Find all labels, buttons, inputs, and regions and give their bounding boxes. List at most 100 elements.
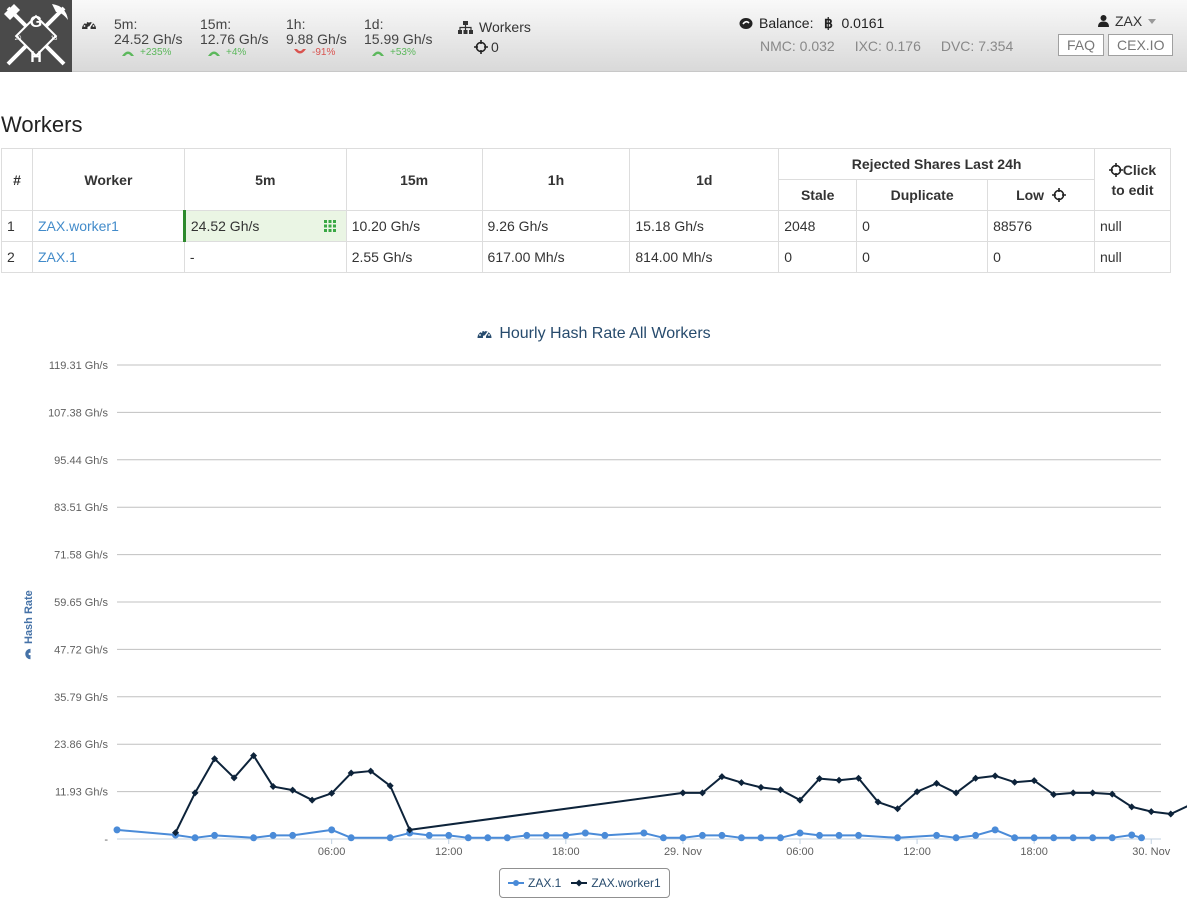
cell-edit[interactable]: null: [1093, 210, 1172, 242]
data-point: [991, 772, 999, 780]
trend-up-icon: [122, 51, 134, 56]
data-point: [269, 783, 277, 791]
data-point: [1069, 789, 1077, 797]
data-point: [933, 831, 941, 839]
data-point: [308, 796, 316, 804]
faq-button[interactable]: FAQ: [1058, 34, 1105, 56]
cexio-button[interactable]: CEX.IO: [1108, 34, 1174, 56]
top-bar: G H 20 13 5m: 24.52 Gh/s +235% 15m: 12.7…: [0, 0, 1187, 72]
data-point: [250, 752, 258, 760]
data-point: [757, 783, 765, 791]
legend-item-zax1[interactable]: ZAX.1: [508, 876, 561, 890]
page-title: Workers: [1, 112, 83, 137]
cell-5m[interactable]: 24.52 Gh/s: [182, 210, 347, 242]
data-point: [503, 834, 511, 842]
x-tick-label: 29. Nov: [664, 846, 702, 858]
data-point: [972, 774, 980, 782]
x-tick-label: 18:00: [1020, 846, 1048, 858]
data-point: [659, 834, 667, 842]
legend-label: ZAX.1: [528, 876, 562, 890]
workers-summary[interactable]: Workers 0: [458, 18, 531, 55]
bitcoin-icon: ฿: [824, 16, 833, 30]
legend-item-zax-worker1[interactable]: ZAX.worker1: [571, 876, 661, 890]
y-tick-label: 83.51 Gh/s: [54, 502, 108, 514]
data-point: [698, 789, 706, 797]
worker-link[interactable]: ZAX.worker1: [37, 218, 119, 234]
data-point: [640, 829, 648, 837]
cell-15m: 2.55 Gh/s: [345, 241, 483, 273]
col-header-low[interactable]: Low: [987, 179, 1095, 211]
data-point: [1137, 834, 1145, 842]
data-point: [952, 789, 960, 797]
data-point: [1011, 778, 1019, 786]
data-point: [894, 834, 902, 842]
col-header-rejected: Rejected Shares Last 24h: [778, 148, 1095, 180]
data-point: [816, 775, 824, 783]
col-header-1d[interactable]: 1d: [629, 148, 780, 211]
stat-change: -91%: [286, 47, 347, 59]
stat-1h: 1h: 9.88 Gh/s -91%: [286, 17, 347, 59]
data-point: [562, 831, 570, 839]
data-point: [113, 826, 121, 834]
data-point: [289, 831, 297, 839]
col-header-edit[interactable]: Click to edit: [1093, 148, 1172, 211]
data-point: [211, 831, 219, 839]
data-point: [601, 831, 609, 839]
user-menu[interactable]: ZAX: [1098, 13, 1157, 29]
cell-1d: 814.00 Mh/s: [629, 241, 780, 273]
logo[interactable]: G H 20 13: [0, 0, 72, 72]
data-point: [386, 782, 394, 790]
data-point: [796, 829, 804, 837]
cell-5m: -: [183, 241, 347, 273]
data-point: [250, 834, 258, 842]
table-row: 1 ZAX.worker1 24.52 Gh/s 10.20 Gh/s 9.26…: [1, 210, 1172, 242]
crosshairs-icon: [1108, 162, 1123, 177]
data-point: [855, 831, 863, 839]
y-tick-label: 11.93 Gh/s: [55, 787, 108, 799]
data-point: [1128, 831, 1136, 839]
col-header-15m[interactable]: 15m: [345, 148, 483, 211]
workers-table: # Worker 5m 15m 1h 1d Rejected Shares La…: [1, 148, 1172, 273]
data-point: [211, 755, 219, 763]
col-header-duplicate[interactable]: Duplicate: [856, 179, 989, 211]
data-point: [679, 834, 687, 842]
data-point: [972, 831, 980, 839]
logo-letter-bottom: H: [30, 49, 42, 66]
worker-link[interactable]: ZAX.1: [37, 249, 77, 265]
cell-low: 0: [987, 241, 1095, 273]
data-point: [347, 769, 355, 777]
data-point: [1108, 790, 1116, 798]
data-point: [835, 831, 843, 839]
x-tick-label: 18:00: [552, 846, 580, 858]
data-point: [191, 834, 199, 842]
data-point: [1069, 834, 1077, 842]
cell-duplicate: 0: [856, 210, 989, 242]
col-header-num: #: [1, 148, 33, 211]
col-header-5m[interactable]: 5m: [183, 148, 347, 211]
data-point: [835, 776, 843, 784]
cell-worker: ZAX.1: [31, 241, 185, 273]
data-point: [698, 831, 706, 839]
x-tick-label: 30. Nov: [1132, 846, 1170, 858]
trend-down-icon: [294, 49, 306, 54]
cell-edit[interactable]: null: [1093, 241, 1172, 273]
data-point: [191, 789, 199, 797]
stat-label: 1h:: [286, 16, 306, 32]
cell-1h: 9.26 Gh/s: [481, 210, 631, 242]
x-tick-label: 12:00: [903, 846, 931, 858]
x-tick-label: 06:00: [318, 846, 346, 858]
cell-duplicate: 0: [856, 241, 989, 273]
x-tick-label: 06:00: [786, 846, 814, 858]
y-tick-label: 47.72 Gh/s: [54, 644, 108, 656]
col-header-worker[interactable]: Worker: [31, 148, 185, 211]
grid-icon[interactable]: [323, 220, 336, 232]
cell-stale: 2048: [778, 210, 858, 242]
data-point: [1011, 834, 1019, 842]
chart-legend: ZAX.1 ZAX.worker1: [499, 868, 670, 898]
stat-1d: 1d: 15.99 Gh/s +53%: [364, 17, 433, 59]
cell-1h: 617.00 Mh/s: [481, 241, 631, 273]
data-point: [1030, 834, 1038, 842]
col-header-stale[interactable]: Stale: [778, 179, 858, 211]
data-point: [484, 834, 492, 842]
col-header-1h[interactable]: 1h: [481, 148, 631, 211]
